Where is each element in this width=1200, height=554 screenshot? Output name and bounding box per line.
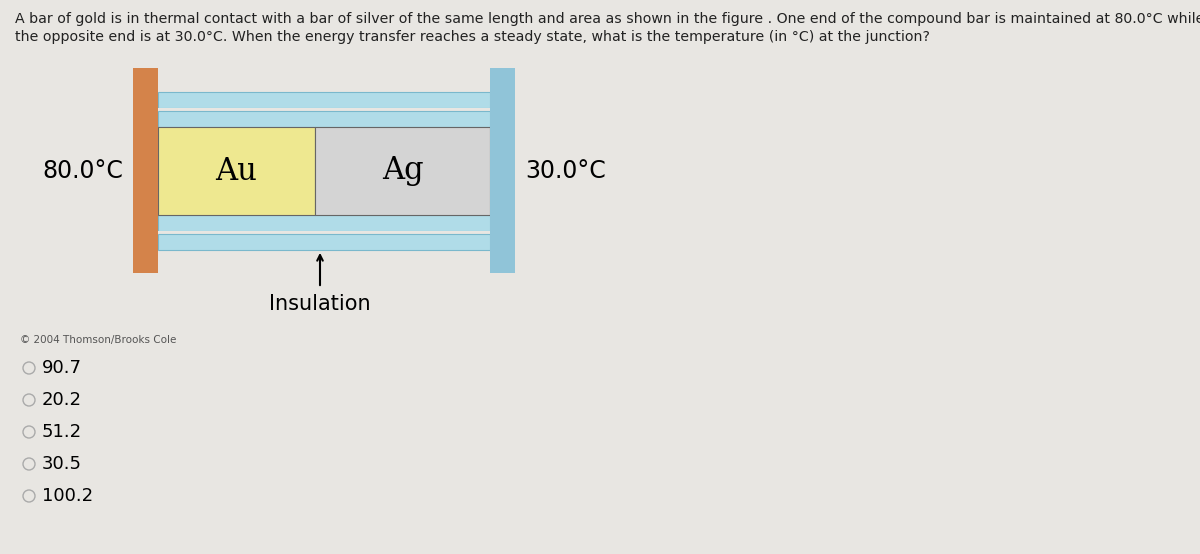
Text: Insulation: Insulation: [269, 294, 371, 314]
Circle shape: [23, 394, 35, 406]
Text: the opposite end is at 30.0°C. When the energy transfer reaches a steady state, : the opposite end is at 30.0°C. When the …: [14, 30, 930, 44]
Bar: [158, 108, 490, 111]
Bar: [158, 234, 490, 250]
Bar: [158, 92, 490, 108]
Bar: [158, 215, 490, 231]
Text: 100.2: 100.2: [42, 487, 94, 505]
Text: 51.2: 51.2: [42, 423, 82, 441]
Bar: [490, 68, 515, 273]
Text: A bar of gold is in thermal contact with a bar of silver of the same length and : A bar of gold is in thermal contact with…: [14, 12, 1200, 26]
Circle shape: [23, 426, 35, 438]
Text: 30.5: 30.5: [42, 455, 82, 473]
Bar: [158, 231, 490, 234]
Text: © 2004 Thomson/Brooks Cole: © 2004 Thomson/Brooks Cole: [20, 335, 176, 345]
Bar: [158, 127, 314, 215]
Text: Ag: Ag: [382, 156, 424, 187]
Text: 30.0°C: 30.0°C: [526, 159, 606, 183]
Text: 80.0°C: 80.0°C: [42, 159, 124, 183]
Text: Au: Au: [216, 156, 258, 187]
Circle shape: [23, 490, 35, 502]
Text: 90.7: 90.7: [42, 359, 82, 377]
Text: 20.2: 20.2: [42, 391, 82, 409]
Circle shape: [23, 362, 35, 374]
Circle shape: [23, 458, 35, 470]
Bar: [314, 127, 490, 215]
Bar: [158, 111, 490, 127]
Bar: [133, 68, 158, 273]
